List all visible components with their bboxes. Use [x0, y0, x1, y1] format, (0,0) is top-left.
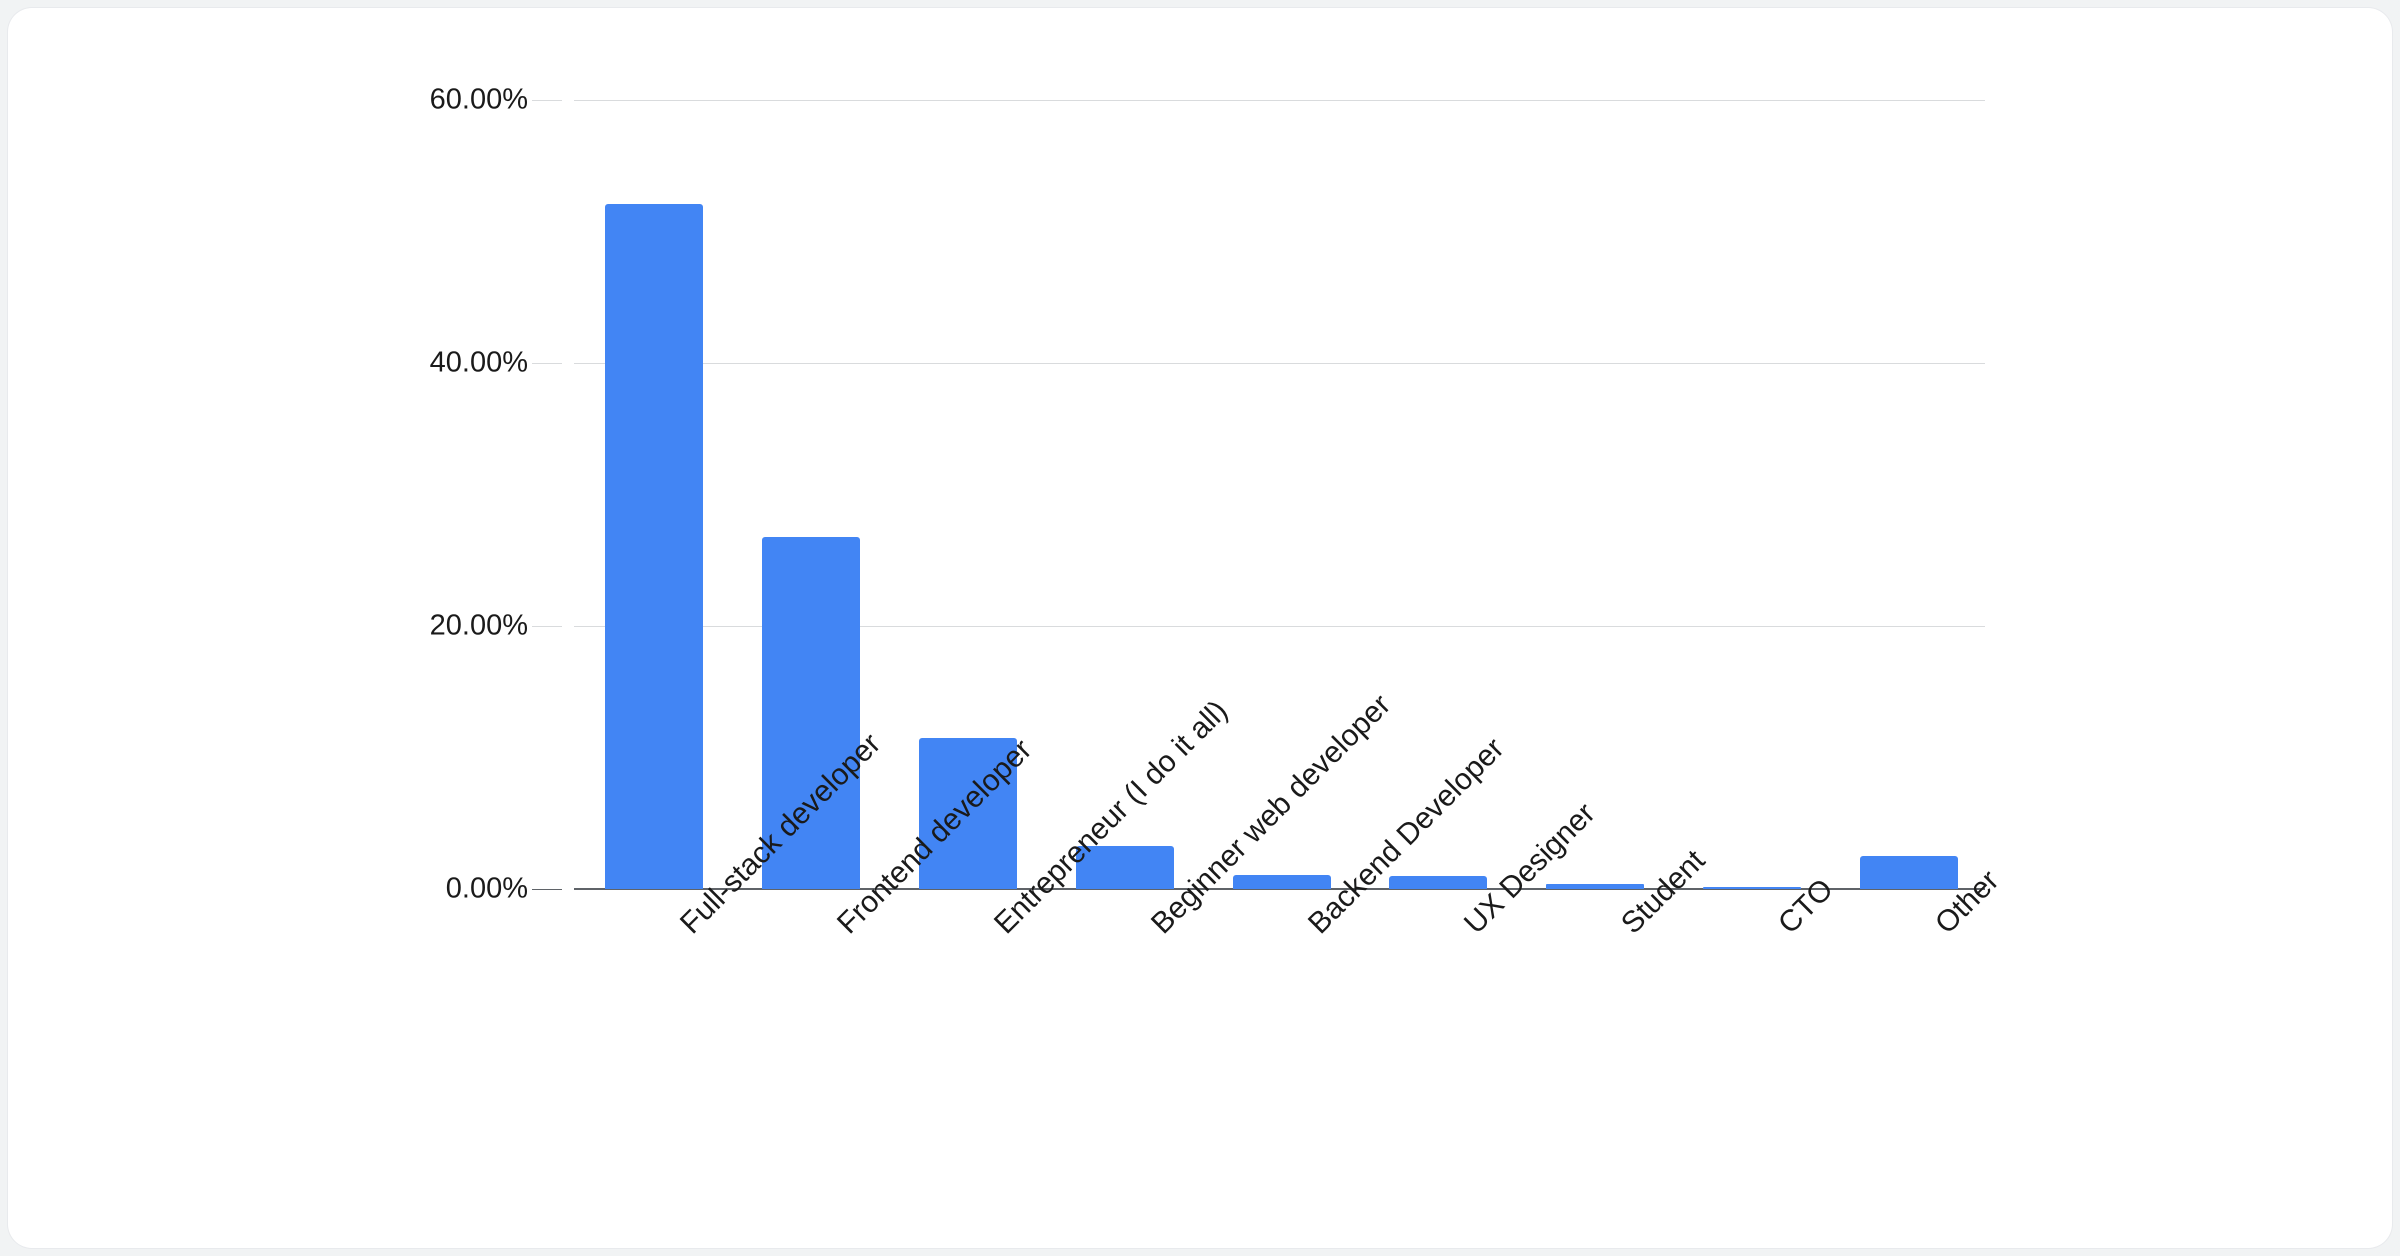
bar[interactable]: [1702, 887, 1801, 889]
bar[interactable]: [605, 203, 704, 889]
x-axis-line: [574, 888, 1985, 890]
chart-card: 0.00% 20.00% 40.00% 60.00% Full-stack devel…: [8, 8, 2392, 1248]
gridline: [574, 626, 1985, 627]
bar[interactable]: [1075, 845, 1174, 889]
bar[interactable]: [1389, 875, 1488, 889]
bar[interactable]: [1232, 874, 1331, 889]
bar[interactable]: [1546, 884, 1645, 889]
bar[interactable]: [762, 536, 861, 889]
y-axis-tick-label: 20.00%: [429, 609, 528, 642]
bars-group: [574, 100, 1985, 889]
gridline: [574, 363, 1985, 364]
y-axis: 0.00% 20.00% 40.00% 60.00%: [430, 84, 1985, 905]
x-axis: Full-stack developer Frontend developer En…: [574, 688, 2005, 1229]
y-axis-tick-label: 40.00%: [429, 346, 528, 379]
bar[interactable]: [918, 737, 1017, 889]
gridline: [574, 100, 1985, 101]
y-axis-tick-mark: [532, 363, 562, 364]
plot-area: [574, 100, 1985, 890]
y-axis-tick-label: 0.00%: [445, 872, 528, 905]
y-axis-tick-mark: [532, 889, 562, 890]
y-axis-tick-mark: [532, 626, 562, 627]
bar[interactable]: [1859, 856, 1958, 889]
y-axis-tick-mark: [532, 100, 562, 101]
y-axis-tick-label: 60.00%: [429, 83, 528, 116]
